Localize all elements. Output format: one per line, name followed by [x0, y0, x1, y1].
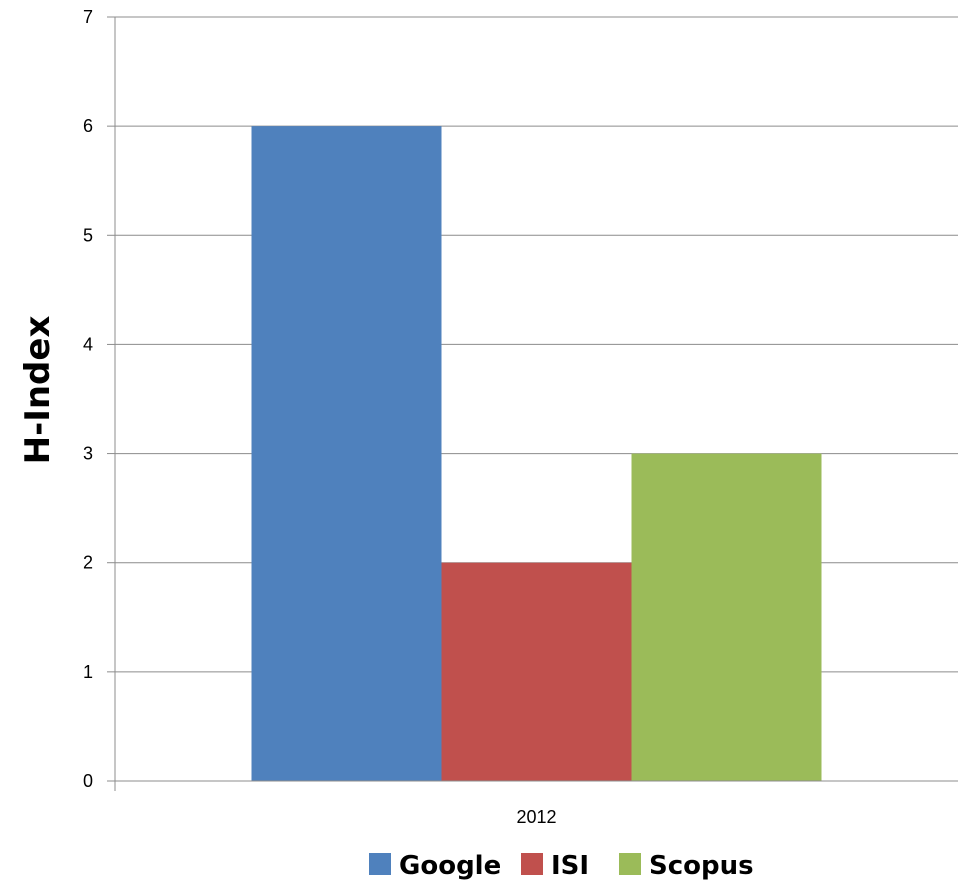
bar-google — [251, 126, 442, 781]
y-tick-label: 2 — [83, 553, 93, 573]
legend-swatch-isi — [521, 853, 543, 875]
y-tick-label: 1 — [83, 662, 93, 682]
bars — [251, 126, 822, 781]
legend-swatch-scopus — [619, 853, 641, 875]
y-tick-label: 4 — [83, 334, 93, 354]
y-axis-label: H-Index — [18, 316, 58, 465]
legend-label-scopus: Scopus — [649, 851, 754, 881]
y-tick-label: 5 — [83, 225, 93, 245]
legend-label-isi: ISI — [551, 851, 589, 881]
axes — [114, 17, 958, 782]
legend-swatch-google — [369, 853, 391, 875]
bar-isi — [441, 562, 632, 781]
bar-scopus — [631, 453, 822, 781]
y-tick-label: 3 — [83, 444, 93, 464]
x-axis-ticks: 2012 — [114, 781, 557, 827]
y-axis-ticks: 0 1 2 3 4 5 6 7 — [83, 7, 115, 791]
y-tick-label: 0 — [83, 771, 93, 791]
y-tick-label: 7 — [83, 7, 93, 27]
y-tick-label: 6 — [83, 116, 93, 136]
x-tick-label: 2012 — [516, 807, 556, 827]
legend-label-google: Google — [399, 851, 501, 881]
legend: Google ISI Scopus — [369, 851, 754, 881]
